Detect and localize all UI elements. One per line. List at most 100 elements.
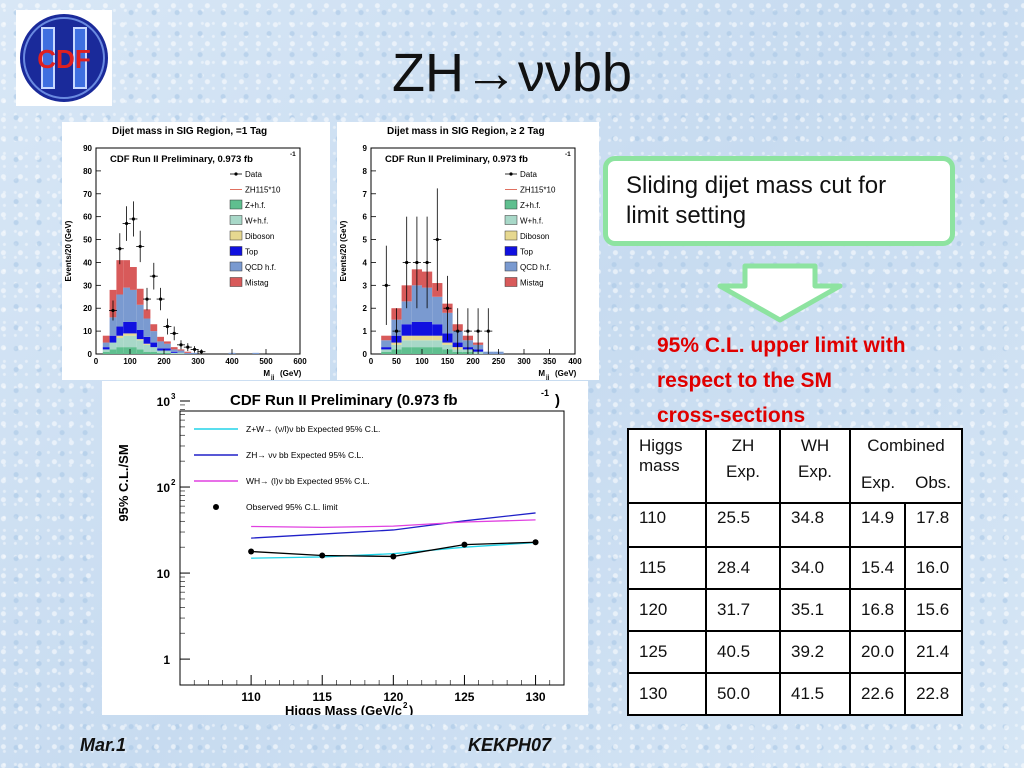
stack-bar-qcdhf — [432, 296, 443, 325]
y-tick-label: 0 — [363, 350, 368, 359]
result-line-2: respect to the SM — [657, 369, 833, 392]
legend-label: Z+W→ (ν/l)ν bb Expected 95% C.L. — [246, 424, 380, 434]
y-tick-label: 7 — [363, 190, 368, 199]
dijet-mass-2tag-chart: Dijet mass in SIG Region, ≥ 2 Tag CDF Run… — [339, 126, 582, 381]
stack-bar-diboson — [442, 342, 453, 345]
y-tick-label-sup: 2 — [171, 478, 176, 487]
stack-bar-zhf — [136, 349, 144, 354]
y-tick-label: 0 — [88, 350, 93, 359]
y-tick-label-sup: 3 — [171, 392, 176, 401]
result-line-3: cross-sections — [657, 404, 806, 427]
stack-bar-qcdhf — [150, 331, 158, 343]
stack-bar-diboson — [411, 335, 422, 341]
legend-label: ZH115*10 — [520, 186, 556, 195]
dijet-mass-1tag-panel: Dijet mass in SIG Region, =1 Tag CDF Run … — [62, 122, 330, 381]
legend-swatch — [229, 246, 243, 256]
y-tick-label: 80 — [83, 167, 92, 176]
x-axis-label-sup: 2 — [403, 701, 408, 710]
y-tick-label: 20 — [83, 304, 92, 313]
stack-bar-top — [143, 336, 151, 344]
legend-swatch — [504, 246, 518, 256]
chart-subtitle-sup: -1 — [565, 151, 571, 158]
stack-bar-mistag — [143, 309, 151, 319]
legend-label: Data — [245, 170, 262, 179]
series-line-2 — [251, 519, 536, 528]
stack-bar-qcdhf — [136, 304, 144, 330]
legend-swatch — [504, 215, 518, 225]
stack-bar-whf — [164, 350, 171, 353]
stack-bar-qcdhf — [116, 294, 124, 327]
stack-bar-diboson — [136, 339, 144, 341]
x-tick-label: 100 — [123, 357, 137, 366]
legend-label: Z+h.f. — [245, 201, 266, 210]
data-point — [172, 331, 176, 335]
stack-bar-qcdhf — [177, 350, 185, 353]
stack-bar-mistag — [170, 347, 178, 350]
legend-label: QCD h.f. — [520, 263, 551, 272]
legend-swatch — [229, 199, 243, 210]
y-tick-label: 10 — [157, 567, 171, 581]
y-tick-label: 5 — [363, 236, 368, 245]
stack-bar-qcdhf — [102, 342, 110, 348]
data-point — [199, 350, 203, 354]
stack-bar-top — [109, 335, 117, 343]
stack-bar-zhf — [150, 351, 158, 354]
data-point — [425, 260, 429, 265]
legend-label: Mistag — [245, 279, 269, 288]
y-tick-label: 60 — [83, 213, 92, 222]
stack-bar-top — [432, 324, 443, 336]
data-point — [193, 347, 197, 352]
legend-label: Top — [520, 248, 533, 257]
stack-bar-diboson — [123, 333, 130, 336]
y-tick-label: 6 — [363, 213, 368, 222]
legend-swatch — [504, 199, 518, 210]
header-combined: Combined — [849, 428, 963, 469]
chart-title-sup: -1 — [541, 388, 549, 398]
observed-point — [248, 548, 255, 555]
stack-bar-whf — [109, 342, 117, 350]
x-axis-label-sub: jj — [270, 375, 275, 380]
data-point — [186, 345, 190, 349]
stack-bar-mistag — [381, 335, 392, 341]
stack-bar-diboson — [422, 335, 433, 341]
table-row: 125 40.5 39.2 20.0 21.4 — [627, 630, 963, 674]
stack-bar-whf — [381, 349, 392, 352]
x-axis-label-unit: (GeV) — [555, 369, 577, 378]
stack-bar-whf — [102, 349, 110, 352]
data-point — [165, 324, 169, 329]
legend-label: Diboson — [520, 232, 549, 241]
stack-bar-top — [170, 351, 178, 353]
stack-bar-top — [102, 347, 110, 350]
x-tick-label: 110 — [241, 690, 261, 704]
chart-title: Dijet mass in SIG Region, =1 Tag — [112, 126, 267, 137]
x-tick-label: 115 — [313, 690, 333, 704]
limit-plot-chart: CDF Run II Preliminary (0.973 fb -1)11010… — [116, 388, 565, 718]
y-axis-label: 95% C.L./SM — [116, 444, 131, 521]
stack-bar-whf — [411, 340, 422, 348]
stack-bar-qcdhf — [191, 352, 198, 354]
x-tick-label: 100 — [415, 357, 429, 366]
x-tick-label: 250 — [492, 357, 506, 366]
legend-label: Observed 95% C.L. limit — [246, 502, 338, 512]
stack-bar-top — [157, 348, 164, 351]
y-tick-label: 2 — [363, 304, 368, 313]
legend-label: Mistag — [520, 279, 544, 288]
stack-bar-whf — [123, 335, 130, 348]
stack-bar-zhf — [102, 351, 110, 354]
legend-swatch — [229, 215, 243, 225]
x-tick-label: 200 — [157, 357, 171, 366]
data-point — [131, 217, 135, 221]
stack-bar-whf — [422, 340, 433, 348]
stack-bar-whf — [157, 350, 164, 353]
stack-bar-qcdhf — [170, 349, 178, 352]
stack-bar-qcdhf — [252, 352, 260, 354]
stack-bar-qcdhf — [143, 318, 151, 337]
stack-bar-zhf — [116, 347, 124, 354]
legend-swatch — [229, 230, 243, 241]
x-tick-label: 350 — [543, 357, 557, 366]
y-tick-label: 8 — [363, 167, 368, 176]
stack-bar-whf — [143, 344, 151, 352]
header-combined-obs: Obs. — [905, 469, 963, 504]
data-point — [159, 297, 163, 301]
legend-swatch — [234, 172, 238, 176]
